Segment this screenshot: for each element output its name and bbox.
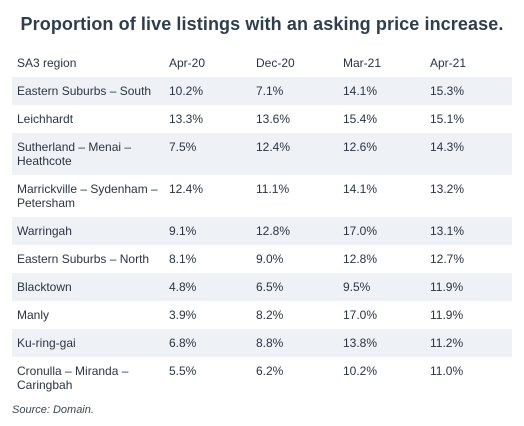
region-cell: Manly: [17, 308, 50, 322]
value-cell: 15.3%: [430, 84, 465, 98]
region-cell: Warringah: [17, 224, 72, 238]
value-cell: 9.1%: [169, 224, 197, 238]
value-cell: 12.8%: [256, 224, 291, 238]
value-cell: 13.1%: [430, 224, 465, 238]
region-cell: Ku-ring-gai: [17, 336, 76, 350]
table-row: Manly 3.9% 8.2% 17.0% 11.9%: [12, 301, 512, 329]
column-header: SA3 region: [17, 56, 77, 70]
table-row: Ku-ring-gai 6.8% 8.8% 13.8% 11.2%: [12, 329, 512, 357]
value-cell: 8.1%: [169, 252, 197, 266]
value-cell: 14.1%: [343, 182, 378, 196]
value-cell: 3.9%: [169, 308, 197, 322]
value-cell: 10.2%: [343, 364, 378, 378]
region-cell: Blacktown: [17, 280, 72, 294]
table-row: Leichhardt 13.3% 13.6% 15.4% 15.1%: [12, 105, 512, 133]
region-cell: Cronulla – Miranda – Caringbah: [17, 364, 129, 392]
region-cell: Sutherland – Menai – Heathcote: [17, 140, 132, 168]
value-cell: 11.1%: [256, 182, 290, 196]
value-cell: 10.2%: [169, 84, 204, 98]
value-cell: 4.8%: [169, 280, 197, 294]
table-row: Cronulla – Miranda – Caringbah 5.5% 6.2% 10…: [12, 357, 512, 399]
table-header-row: SA3 region Apr-20 Dec-20 Mar-21 Apr-21: [12, 48, 512, 77]
value-cell: 17.0%: [343, 308, 378, 322]
table-row: Eastern Suburbs – South 10.2% 7.1% 14.1% 15.…: [12, 77, 512, 105]
value-cell: 6.5%: [256, 280, 284, 294]
source-note: Source: Domain.: [12, 404, 94, 416]
table-row: Sutherland – Menai – Heathcote 7.5% 12.4% 1…: [12, 133, 512, 175]
data-table: SA3 region Apr-20 Dec-20 Mar-21 Apr-21 E…: [12, 48, 512, 399]
value-cell: 12.4%: [169, 182, 204, 196]
column-header: Dec-20: [256, 56, 295, 70]
value-cell: 14.1%: [343, 84, 378, 98]
value-cell: 17.0%: [343, 224, 378, 238]
value-cell: 13.3%: [169, 112, 204, 126]
value-cell: 13.6%: [256, 112, 291, 126]
table-row: Marrickville – Sydenham – Petersham 12.4%…: [12, 175, 512, 217]
column-header: Apr-21: [430, 56, 467, 70]
table-row: Warringah 9.1% 12.8% 17.0% 13.1%: [12, 217, 512, 245]
table-body: Eastern Suburbs – South 10.2% 7.1% 14.1% 15.…: [12, 77, 512, 399]
value-cell: 11.2%: [430, 336, 464, 350]
value-cell: 8.8%: [256, 336, 284, 350]
value-cell: 12.6%: [343, 140, 378, 154]
value-cell: 15.4%: [343, 112, 378, 126]
value-cell: 11.9%: [430, 280, 464, 294]
value-cell: 12.4%: [256, 140, 291, 154]
chart-title: Proportion of live listings with an aski…: [20, 14, 504, 34]
value-cell: 6.2%: [256, 364, 284, 378]
value-cell: 6.8%: [169, 336, 197, 350]
value-cell: 5.5%: [169, 364, 197, 378]
value-cell: 9.0%: [256, 252, 284, 266]
value-cell: 12.8%: [343, 252, 378, 266]
value-cell: 8.2%: [256, 308, 284, 322]
table-row: Eastern Suburbs – North 8.1% 9.0% 12.8% 12.7…: [12, 245, 512, 273]
region-cell: Eastern Suburbs – South: [17, 84, 152, 98]
value-cell: 14.3%: [430, 140, 465, 154]
table-row: Blacktown 4.8% 6.5% 9.5% 11.9%: [12, 273, 512, 301]
value-cell: 13.8%: [343, 336, 378, 350]
column-header: Mar-21: [343, 56, 382, 70]
region-cell: Leichhardt: [17, 112, 74, 126]
value-cell: 13.2%: [430, 182, 465, 196]
column-header: Apr-20: [169, 56, 206, 70]
value-cell: 15.1%: [430, 112, 465, 126]
value-cell: 11.0%: [430, 364, 464, 378]
region-cell: Eastern Suburbs – North: [17, 252, 150, 266]
value-cell: 7.5%: [169, 140, 197, 154]
value-cell: 12.7%: [430, 252, 465, 266]
value-cell: 9.5%: [343, 280, 371, 294]
value-cell: 11.9%: [430, 308, 464, 322]
value-cell: 7.1%: [256, 84, 284, 98]
region-cell: Marrickville – Sydenham – Petersham: [17, 182, 158, 210]
